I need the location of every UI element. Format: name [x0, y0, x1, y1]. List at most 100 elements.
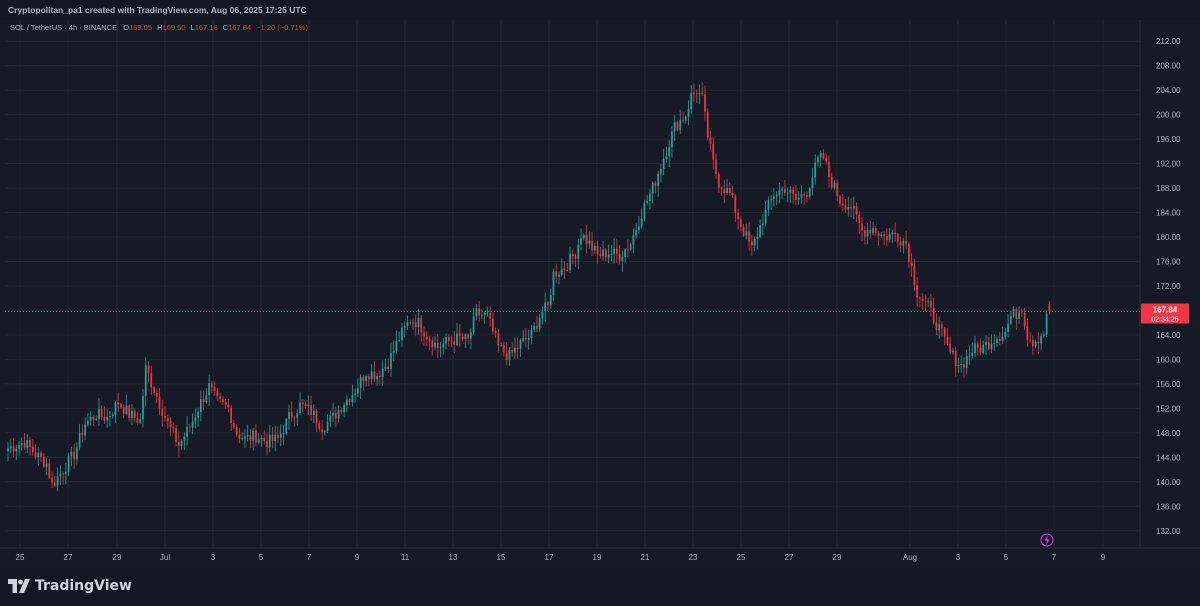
candle — [1009, 311, 1012, 326]
candle — [238, 427, 241, 444]
candle-body — [161, 408, 164, 417]
candle-body — [428, 339, 431, 341]
candle-body — [417, 317, 420, 328]
symbol-label[interactable]: SOL / TetherUS · 4h · BINANCE — [10, 23, 118, 32]
candle-body — [312, 410, 315, 416]
candle-body — [679, 120, 682, 131]
candle — [908, 241, 910, 268]
candle-body — [811, 177, 814, 189]
candle-body — [753, 238, 756, 246]
time-tick-label: 17 — [545, 553, 554, 562]
candle — [503, 341, 505, 357]
candle — [233, 419, 235, 429]
candle — [759, 219, 761, 239]
candle-body — [591, 240, 593, 251]
candle — [288, 404, 290, 430]
candle-body — [701, 93, 704, 95]
candle — [580, 228, 582, 251]
candle — [387, 358, 390, 374]
candle — [897, 232, 899, 248]
candle — [762, 214, 764, 236]
candle-body — [850, 206, 852, 209]
candle — [125, 394, 128, 416]
candle — [326, 414, 329, 434]
candle — [481, 309, 483, 320]
candle — [646, 194, 649, 205]
candle — [990, 334, 993, 354]
candle-body — [169, 421, 172, 428]
symbol-legend[interactable]: SOL / TetherUS · 4h · BINANCE O169.05 H1… — [10, 23, 308, 33]
candle-body — [616, 248, 618, 254]
candle-body — [960, 363, 963, 366]
candle-body — [42, 456, 45, 467]
candle — [599, 246, 602, 259]
candle-body — [337, 409, 340, 419]
candle — [582, 233, 585, 241]
candlestick-chart[interactable]: 132.00 136.00 140.00 144.00 148.00 152.00 156.… — [0, 0, 1200, 568]
candle — [866, 223, 869, 245]
candle-body — [1026, 325, 1029, 340]
tradingview-logo[interactable]: TradingView — [8, 575, 132, 597]
candle-body — [935, 322, 938, 331]
candle-body — [414, 322, 417, 328]
candle-body — [329, 415, 332, 422]
candle — [538, 313, 541, 332]
candle — [998, 331, 1001, 346]
candle-body — [288, 412, 290, 419]
candle — [48, 459, 51, 480]
candle — [45, 457, 48, 476]
price-tick-label: 184.00 — [1156, 209, 1181, 218]
candle-body — [924, 300, 927, 302]
candle — [445, 333, 447, 350]
candle-body — [53, 482, 56, 486]
candle — [1023, 307, 1026, 331]
candle — [497, 329, 500, 353]
candle-body — [781, 188, 784, 191]
price-tick-label: 172.00 — [1156, 282, 1181, 291]
candle — [1032, 335, 1034, 355]
candle-body — [905, 241, 907, 244]
candle — [191, 413, 194, 435]
candle-body — [98, 408, 100, 419]
candle — [307, 395, 310, 416]
candle-body — [996, 338, 998, 344]
candle — [216, 388, 219, 402]
candle-body — [646, 200, 649, 204]
candle — [874, 225, 877, 236]
candle-body — [560, 268, 563, 275]
candle — [979, 338, 982, 356]
candle-body — [67, 456, 70, 472]
candle-body — [894, 232, 896, 235]
candle-body — [863, 230, 866, 237]
candle-body — [103, 416, 106, 421]
candle-body — [376, 376, 379, 380]
candle — [222, 396, 224, 405]
candle — [525, 328, 527, 348]
candle-body — [602, 249, 604, 257]
candle-body — [34, 452, 37, 458]
candle-body — [423, 332, 425, 337]
event-marker-bolt — [1044, 535, 1050, 545]
candle — [756, 227, 759, 250]
candle — [957, 357, 960, 374]
candle — [541, 306, 544, 325]
candle-body — [563, 268, 566, 271]
candle — [508, 347, 511, 366]
candle — [585, 224, 588, 254]
candle — [902, 237, 905, 254]
candle — [114, 401, 117, 424]
candle-body — [993, 343, 996, 344]
candle-body — [709, 137, 712, 144]
candle — [919, 296, 921, 308]
candle-body — [687, 109, 690, 117]
candle-body — [819, 153, 822, 158]
candle-body — [734, 195, 737, 213]
candle-body — [227, 404, 230, 408]
candle — [800, 184, 803, 204]
candle — [949, 336, 952, 355]
candle — [877, 231, 880, 246]
candle — [53, 475, 56, 488]
candle-body — [334, 412, 337, 419]
candle-body — [533, 325, 536, 330]
candle-body — [56, 476, 59, 486]
